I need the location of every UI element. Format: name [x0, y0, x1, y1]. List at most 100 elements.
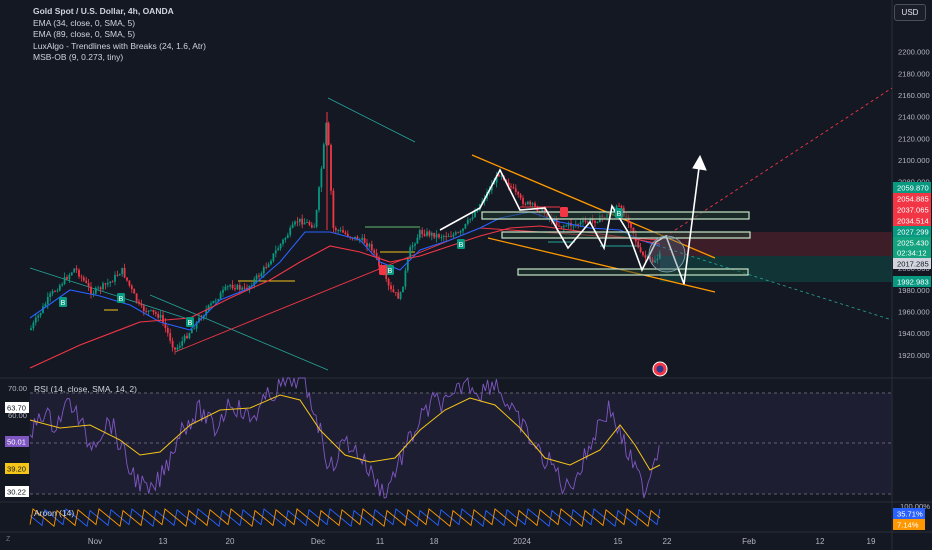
candle-body [409, 247, 412, 259]
candle-body [649, 256, 652, 260]
candle-body [654, 260, 656, 263]
candle-body [572, 225, 575, 227]
price-badge-bg [893, 237, 931, 248]
candle-body [385, 274, 388, 279]
candle-body [51, 291, 54, 294]
rsi-badge-bg [5, 402, 29, 413]
legend-luxalgo[interactable]: LuxAlgo - Trendlines with Breaks (24, 1.… [33, 40, 206, 51]
candle-body [159, 315, 162, 318]
price-tick: 1980.000 [898, 286, 930, 295]
candle-body [226, 286, 229, 288]
rsi-indicator [29, 376, 661, 499]
candle-body [262, 267, 265, 274]
candle-body [63, 277, 66, 284]
candle-body [222, 289, 224, 293]
legend-msb-ob[interactable]: MSB-OB (9, 0.273, tiny) [33, 52, 124, 63]
candle-body [174, 347, 176, 350]
candle-body [438, 234, 440, 238]
rsi-badge-bg [5, 486, 29, 497]
candle-body [303, 222, 306, 225]
candle-body [421, 230, 424, 234]
symbol-title[interactable]: Gold Spot / U.S. Dollar, 4h, OANDA [33, 6, 174, 16]
candle-body [272, 253, 275, 261]
candle-body [596, 222, 599, 224]
candle-body [495, 175, 498, 183]
rsi-badge-text: 50.01 [7, 438, 26, 447]
candle-body [582, 220, 584, 223]
candle-body [49, 293, 52, 298]
candle-body [231, 285, 234, 289]
price-badge-text: 2034.514 [897, 217, 929, 226]
legend-ema-34[interactable]: EMA (34, close, 0, SMA, 5) [33, 17, 136, 28]
aroon-legend[interactable]: Aroon (14) [34, 508, 75, 518]
buy-signal-text: B [61, 300, 66, 307]
buy-signal-label: B [186, 317, 194, 327]
candle-body [562, 226, 565, 228]
candle-body [150, 309, 152, 311]
drawing-annotations[interactable]: B B B B B B [59, 154, 751, 327]
candle-body [584, 220, 587, 222]
chart-legend: Gold Spot / U.S. Dollar, 4h, OANDA EMA (… [33, 6, 206, 64]
candle-body [154, 312, 157, 314]
candle-body [210, 303, 212, 306]
candle-body [411, 245, 414, 248]
candle-body [342, 230, 344, 233]
candle-body [176, 347, 179, 350]
candle-body [627, 216, 630, 224]
candle-body [354, 236, 356, 239]
flag-center-icon [656, 365, 664, 373]
candle-body [92, 293, 95, 295]
price-badge-text: 2059.870 [897, 184, 929, 193]
time-tick: 2024 [513, 537, 531, 546]
forecast-path [439, 159, 701, 285]
price-badge-bg [893, 193, 931, 204]
price-tick: 1920.000 [898, 351, 930, 360]
aroon-badge: 35.71% [893, 508, 925, 519]
price-badge: 2027.299 [893, 226, 931, 237]
candle-body [406, 258, 409, 271]
price-badge: 1992.983 [893, 276, 931, 287]
candle-body [296, 221, 299, 223]
price-badge: 2025.430 [893, 237, 931, 248]
candle-body [138, 301, 140, 304]
candle-body [642, 252, 644, 256]
forecast-arrow-icon [692, 154, 707, 171]
candle-body [39, 312, 42, 316]
candle-body [370, 244, 373, 251]
candle-body [61, 283, 64, 286]
z-button[interactable]: Z [6, 536, 11, 543]
rsi-band [30, 393, 892, 494]
candle-body [301, 218, 304, 225]
candle-body [442, 235, 445, 238]
candle-body [58, 285, 61, 291]
aroon-badge: 7.14% [893, 519, 925, 530]
aroon-badge-text: 7.14% [897, 521, 919, 530]
candle-body [397, 292, 400, 299]
candle-body [207, 305, 210, 311]
rsi-legend[interactable]: RSI (14, close, SMA, 14, 2) [34, 384, 137, 394]
rsi-badge-bg [5, 436, 29, 447]
candle-body [517, 191, 520, 195]
currency-button[interactable]: USD [894, 4, 926, 21]
candle-body [577, 224, 580, 226]
price-badge-bg [893, 276, 931, 287]
candle-body [591, 219, 594, 221]
candle-body [279, 243, 282, 249]
candle-body [46, 297, 49, 305]
candle-body [313, 226, 316, 228]
candle-body [387, 278, 390, 286]
legend-ema-89[interactable]: EMA (89, close, 0, SMA, 5) [33, 29, 136, 40]
candle-body [42, 306, 44, 313]
candle-body [224, 286, 227, 290]
buy-signal-text: B [188, 320, 193, 327]
candle-body [152, 309, 155, 313]
candle-body [418, 230, 421, 238]
price-tick: 1940.000 [898, 329, 930, 338]
candle-body [181, 341, 184, 346]
candle-body [258, 275, 260, 277]
sell-signal-box [560, 207, 568, 217]
candle-body [97, 287, 100, 289]
rsi-tick: 60.00 [8, 411, 27, 420]
candle-body [522, 198, 524, 204]
